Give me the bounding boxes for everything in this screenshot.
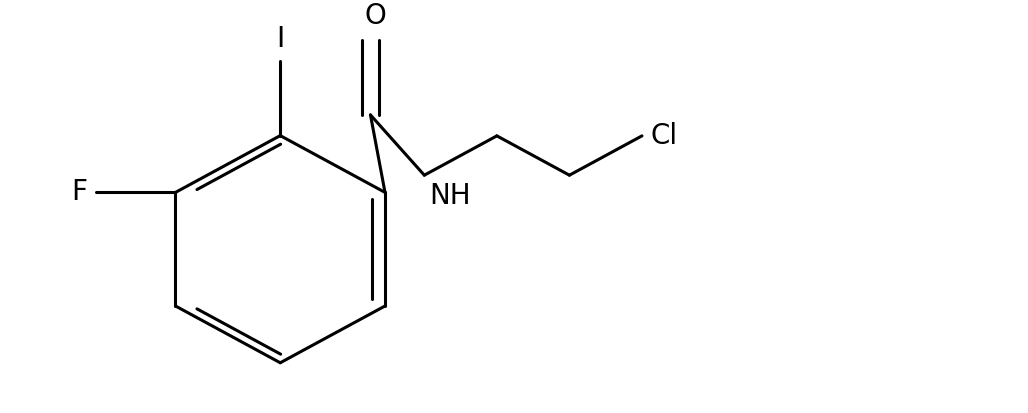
Text: I: I [277,25,285,53]
Text: Cl: Cl [650,122,677,150]
Text: NH: NH [430,182,471,210]
Text: F: F [72,178,87,206]
Text: O: O [365,2,387,31]
